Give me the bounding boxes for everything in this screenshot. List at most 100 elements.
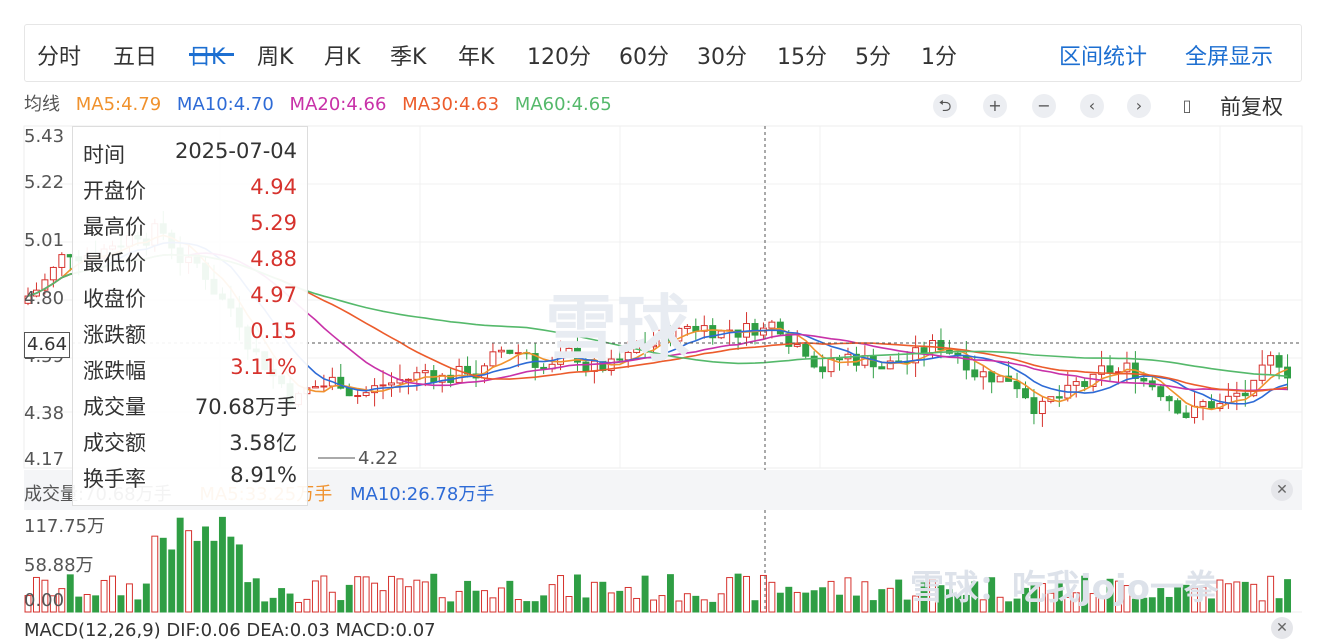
volume-bar bbox=[599, 581, 607, 613]
volume-tick: 58.88万 bbox=[24, 555, 94, 576]
volume-bar bbox=[168, 549, 176, 613]
volume-bar bbox=[1250, 583, 1258, 613]
volume-bar bbox=[125, 583, 133, 613]
tab-60min[interactable]: 60分 bbox=[619, 45, 669, 70]
tab-5min[interactable]: 5分 bbox=[855, 45, 891, 70]
macd-legend: MACD(12,26,9) DIF:0.06 DEA:0.03 MACD:0.0… bbox=[24, 620, 436, 641]
tooltip-value: 4.88 bbox=[250, 247, 297, 271]
volume-bar bbox=[472, 590, 480, 613]
volume-bar bbox=[328, 591, 336, 613]
volume-bar bbox=[176, 517, 184, 613]
volume-bar bbox=[421, 581, 429, 613]
zoom-out-icon[interactable]: − bbox=[1032, 94, 1056, 118]
candle-body bbox=[1284, 366, 1292, 379]
candle-body bbox=[362, 392, 370, 397]
volume-bar bbox=[988, 577, 996, 613]
candle-body bbox=[971, 369, 979, 378]
tab-15min[interactable]: 15分 bbox=[777, 45, 827, 70]
volume-bar bbox=[768, 581, 776, 613]
volume-bar bbox=[1275, 598, 1283, 613]
tab-quarterly-k[interactable]: 季K bbox=[390, 45, 427, 70]
candle-body bbox=[1123, 362, 1131, 373]
price-adjust-select[interactable]: 前复权 bbox=[1220, 95, 1283, 119]
tab-120min[interactable]: 120分 bbox=[527, 45, 591, 70]
chevron-right-icon[interactable]: › bbox=[1127, 94, 1151, 118]
volume-bar bbox=[979, 599, 987, 613]
volume-bar bbox=[151, 535, 159, 613]
volume-bar bbox=[869, 600, 877, 613]
volume-bar bbox=[1140, 597, 1148, 613]
tooltip-row-change: 涨跌额 0.15 bbox=[83, 319, 297, 355]
tab-intraday[interactable]: 分时 bbox=[37, 45, 82, 70]
close-macd-icon[interactable]: ✕ bbox=[1271, 617, 1293, 639]
candle-body bbox=[734, 329, 742, 338]
volume-bar bbox=[540, 595, 548, 613]
volume-bar bbox=[1131, 598, 1139, 613]
tooltip-row-open: 开盘价 4.94 bbox=[83, 175, 297, 211]
price-panel-frame bbox=[23, 125, 1303, 469]
candle-body bbox=[311, 386, 319, 389]
tooltip-row-volume: 成交量 70.68万手 bbox=[83, 391, 297, 427]
ma-legend-title: 均线 bbox=[24, 94, 60, 115]
candle-body bbox=[827, 358, 835, 373]
candle-body bbox=[421, 370, 429, 374]
range-stats-link[interactable]: 区间统计 bbox=[1059, 45, 1148, 70]
volume-bar bbox=[159, 537, 167, 613]
candle-style-icon[interactable]: ▯ bbox=[1175, 94, 1199, 118]
tab-monthly-k[interactable]: 月K bbox=[324, 45, 361, 70]
volume-bar bbox=[506, 580, 514, 613]
candle-body bbox=[709, 325, 717, 339]
volume-bar bbox=[557, 575, 565, 613]
volume-bar bbox=[489, 597, 497, 613]
tab-daily-k[interactable]: 日K bbox=[189, 45, 226, 70]
center-watermark: 雪球 bbox=[545, 287, 690, 371]
volume-bar bbox=[185, 530, 193, 613]
tooltip-key: 成交量 bbox=[83, 395, 146, 419]
zoom-in-icon[interactable]: + bbox=[983, 94, 1007, 118]
volume-bar bbox=[1208, 598, 1215, 613]
volume-bar bbox=[531, 601, 539, 613]
volume-bar bbox=[717, 593, 725, 613]
volume-bar bbox=[320, 575, 328, 613]
candle-body bbox=[1106, 365, 1114, 373]
min-price-label: 4.22 bbox=[358, 448, 399, 469]
volume-bar bbox=[776, 592, 784, 613]
candle-body bbox=[793, 343, 801, 347]
chevron-left-icon[interactable]: ‹ bbox=[1080, 94, 1104, 118]
volume-bar bbox=[1191, 587, 1199, 613]
candle-body bbox=[886, 360, 894, 370]
candle-body bbox=[768, 321, 776, 329]
tab-five-day[interactable]: 五日 bbox=[113, 45, 158, 70]
candle-body bbox=[912, 347, 920, 364]
volume-bar bbox=[235, 544, 243, 613]
tab-weekly-k[interactable]: 周K bbox=[257, 45, 294, 70]
volume-bar bbox=[920, 582, 928, 613]
volume-bar bbox=[362, 576, 370, 613]
candle-body bbox=[1089, 373, 1097, 387]
tooltip-value: 3.11% bbox=[230, 355, 297, 379]
volume-bar bbox=[658, 595, 666, 613]
close-volume-icon[interactable]: ✕ bbox=[1271, 479, 1293, 501]
candle-body bbox=[320, 385, 328, 388]
fullscreen-link[interactable]: 全屏显示 bbox=[1185, 45, 1274, 70]
candle-body bbox=[506, 349, 514, 354]
tab-30min[interactable]: 30分 bbox=[697, 45, 747, 70]
volume-bar bbox=[641, 575, 649, 613]
candle-body bbox=[1174, 400, 1182, 414]
volume-bar bbox=[675, 600, 683, 613]
candle-body bbox=[388, 382, 395, 386]
volume-bar bbox=[1216, 579, 1224, 613]
volume-bar bbox=[202, 526, 209, 613]
volume-bar bbox=[337, 600, 345, 613]
candle-body bbox=[937, 340, 945, 351]
volume-bar bbox=[58, 588, 66, 613]
volume-bar bbox=[92, 595, 100, 613]
volume-bar bbox=[218, 516, 226, 613]
reset-icon[interactable]: ⮌ bbox=[933, 94, 957, 118]
price-tick: 5.22 bbox=[24, 172, 65, 193]
candle-body bbox=[1182, 412, 1190, 418]
volume-bar bbox=[481, 590, 488, 613]
volume-bar bbox=[278, 588, 286, 613]
tab-1min[interactable]: 1分 bbox=[921, 45, 957, 70]
tab-yearly-k[interactable]: 年K bbox=[458, 45, 495, 70]
